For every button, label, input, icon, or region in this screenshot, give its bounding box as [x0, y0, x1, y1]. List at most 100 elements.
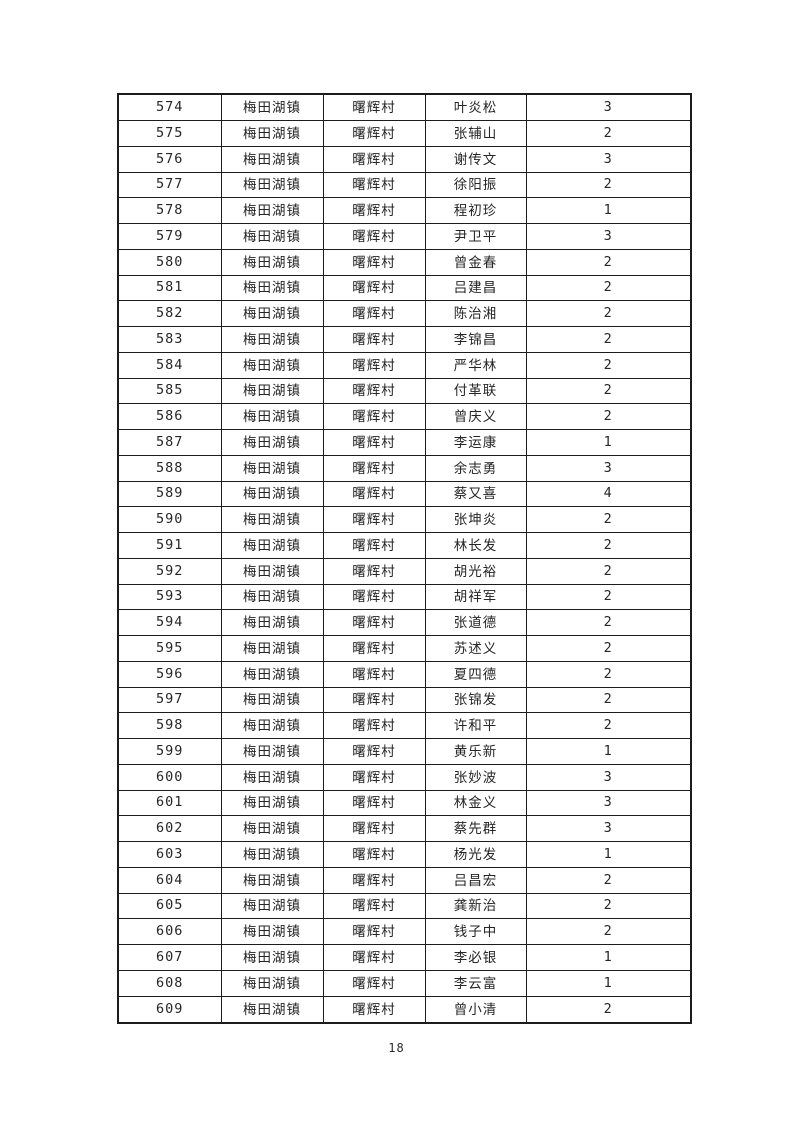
cell-index: 575 — [117, 120, 222, 147]
cell-village: 曙辉村 — [322, 609, 426, 637]
cell-index: 604 — [117, 866, 222, 894]
cell-town: 梅田湖镇 — [220, 892, 324, 920]
cell-index: 588 — [117, 454, 222, 482]
cell-count: 1 — [525, 738, 692, 765]
cell-town: 梅田湖镇 — [220, 429, 324, 456]
cell-town: 梅田湖镇 — [220, 944, 324, 971]
table-row: 578 梅田湖镇 曙辉村 程初珍 1 — [117, 197, 692, 225]
cell-town: 梅田湖镇 — [220, 171, 324, 199]
cell-index: 596 — [117, 660, 222, 688]
cell-count: 2 — [525, 171, 692, 199]
cell-name: 李必银 — [424, 944, 527, 971]
cell-name: 吕昌宏 — [424, 866, 527, 894]
cell-town: 梅田湖镇 — [220, 557, 324, 585]
cell-index: 576 — [117, 145, 222, 173]
table-row: 602 梅田湖镇 曙辉村 蔡先群 3 — [117, 815, 692, 843]
cell-town: 梅田湖镇 — [220, 686, 324, 714]
table-row: 581 梅田湖镇 曙辉村 吕建昌 2 — [117, 274, 692, 302]
cell-count: 4 — [525, 480, 692, 508]
cell-count: 3 — [525, 145, 692, 173]
cell-index: 606 — [117, 918, 222, 946]
cell-name: 张妙波 — [424, 763, 527, 791]
cell-town: 梅田湖镇 — [220, 403, 324, 431]
table-row: 603 梅田湖镇 曙辉村 杨光发 1 — [117, 841, 692, 868]
cell-town: 梅田湖镇 — [220, 145, 324, 173]
table-row: 587 梅田湖镇 曙辉村 李运康 1 — [117, 429, 692, 456]
cell-village: 曙辉村 — [322, 789, 426, 817]
cell-town: 梅田湖镇 — [220, 635, 324, 662]
cell-count: 2 — [525, 506, 692, 534]
cell-index: 594 — [117, 609, 222, 637]
cell-index: 595 — [117, 635, 222, 662]
cell-count: 2 — [525, 712, 692, 740]
cell-village: 曙辉村 — [322, 300, 426, 328]
cell-town: 梅田湖镇 — [220, 274, 324, 302]
cell-count: 2 — [525, 660, 692, 688]
cell-index: 599 — [117, 738, 222, 765]
cell-town: 梅田湖镇 — [220, 93, 324, 122]
cell-name: 吕建昌 — [424, 274, 527, 302]
cell-index: 584 — [117, 351, 222, 379]
cell-village: 曙辉村 — [322, 532, 426, 559]
cell-index: 583 — [117, 326, 222, 353]
cell-index: 607 — [117, 944, 222, 971]
cell-village: 曙辉村 — [322, 429, 426, 456]
cell-village: 曙辉村 — [322, 326, 426, 353]
cell-index: 605 — [117, 892, 222, 920]
cell-index: 603 — [117, 841, 222, 868]
cell-name: 钱子中 — [424, 918, 527, 946]
cell-count: 2 — [525, 403, 692, 431]
cell-count: 1 — [525, 969, 692, 997]
cell-count: 2 — [525, 609, 692, 637]
cell-village: 曙辉村 — [322, 274, 426, 302]
cell-name: 谢传文 — [424, 145, 527, 173]
cell-village: 曙辉村 — [322, 995, 426, 1024]
cell-index: 593 — [117, 583, 222, 611]
table-row: 599 梅田湖镇 曙辉村 黄乐新 1 — [117, 738, 692, 765]
cell-name: 胡祥军 — [424, 583, 527, 611]
table-row: 608 梅田湖镇 曙辉村 李云富 1 — [117, 969, 692, 997]
table-row: 583 梅田湖镇 曙辉村 李锦昌 2 — [117, 326, 692, 353]
cell-index: 578 — [117, 197, 222, 225]
cell-count: 2 — [525, 300, 692, 328]
cell-name: 蔡先群 — [424, 815, 527, 843]
cell-name: 胡光裕 — [424, 557, 527, 585]
cell-town: 梅田湖镇 — [220, 506, 324, 534]
cell-village: 曙辉村 — [322, 403, 426, 431]
cell-name: 李锦昌 — [424, 326, 527, 353]
cell-village: 曙辉村 — [322, 557, 426, 585]
cell-village: 曙辉村 — [322, 145, 426, 173]
cell-name: 张锦发 — [424, 686, 527, 714]
table-row: 594 梅田湖镇 曙辉村 张道德 2 — [117, 609, 692, 637]
cell-index: 577 — [117, 171, 222, 199]
cell-name: 许和平 — [424, 712, 527, 740]
cell-count: 2 — [525, 351, 692, 379]
cell-index: 580 — [117, 248, 222, 276]
cell-name: 李运康 — [424, 429, 527, 456]
cell-village: 曙辉村 — [322, 223, 426, 250]
cell-index: 589 — [117, 480, 222, 508]
cell-name: 黄乐新 — [424, 738, 527, 765]
table-row: 589 梅田湖镇 曙辉村 蔡又喜 4 — [117, 480, 692, 508]
cell-index: 582 — [117, 300, 222, 328]
cell-village: 曙辉村 — [322, 686, 426, 714]
cell-count: 3 — [525, 815, 692, 843]
cell-count: 3 — [525, 789, 692, 817]
cell-name: 尹卫平 — [424, 223, 527, 250]
cell-town: 梅田湖镇 — [220, 738, 324, 765]
cell-count: 2 — [525, 892, 692, 920]
cell-index: 591 — [117, 532, 222, 559]
cell-town: 梅田湖镇 — [220, 300, 324, 328]
cell-count: 2 — [525, 583, 692, 611]
table-row: 582 梅田湖镇 曙辉村 陈治湘 2 — [117, 300, 692, 328]
table-row: 605 梅田湖镇 曙辉村 龚新治 2 — [117, 892, 692, 920]
cell-index: 581 — [117, 274, 222, 302]
cell-count: 2 — [525, 635, 692, 662]
cell-village: 曙辉村 — [322, 480, 426, 508]
cell-town: 梅田湖镇 — [220, 866, 324, 894]
cell-name: 杨光发 — [424, 841, 527, 868]
cell-village: 曙辉村 — [322, 197, 426, 225]
table-row: 590 梅田湖镇 曙辉村 张坤炎 2 — [117, 506, 692, 534]
cell-name: 苏述义 — [424, 635, 527, 662]
cell-town: 梅田湖镇 — [220, 918, 324, 946]
